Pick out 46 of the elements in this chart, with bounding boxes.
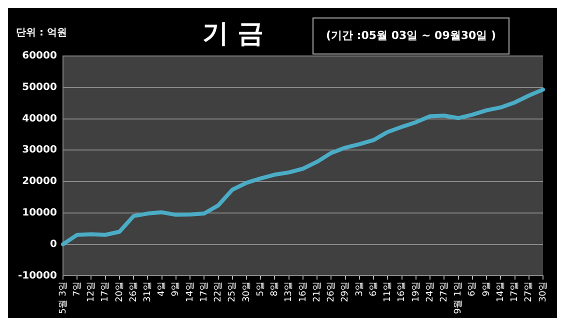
x-tick-label: 6일 <box>468 282 478 296</box>
x-tick-label: 16일 <box>397 282 408 302</box>
x-tick-label: 24일 <box>425 282 436 302</box>
x-tick-label: 17일 <box>510 282 520 302</box>
x-tick-label: 20일 <box>114 282 125 302</box>
x-tick-label: 30일 <box>242 282 252 302</box>
x-tick-label: 4일 <box>157 282 168 296</box>
y-tick-label: 20000 <box>22 176 57 188</box>
x-tick-label: 3일 <box>354 282 365 296</box>
x-tick-label: 5일 <box>256 282 266 296</box>
y-tick-label: 60000 <box>22 50 57 62</box>
x-tick-label: 8일 <box>270 282 280 296</box>
y-tick-label: 40000 <box>22 113 57 124</box>
x-tick-label: 12일 <box>86 282 97 302</box>
x-tick-label: 27일 <box>524 282 534 302</box>
x-tick-label: 25일 <box>228 282 238 302</box>
x-tick-label: 5월 3일 <box>58 282 68 314</box>
x-tick-label: 30일 <box>538 282 548 302</box>
x-tick-label: 11일 <box>383 282 394 302</box>
x-tick-label: 14일 <box>185 282 196 302</box>
y-tick-label: 30000 <box>22 144 57 156</box>
x-tick-label: 19일 <box>411 282 422 302</box>
x-tick-label: 13일 <box>284 282 294 302</box>
x-tick-label: 9월 1일 <box>454 282 464 314</box>
x-tick-label: 16일 <box>298 282 308 302</box>
x-tick-label: 27일 <box>440 282 450 302</box>
x-tick-label: 17일 <box>199 282 210 302</box>
x-tick-label: 29일 <box>340 282 351 302</box>
text: (기간 :05월 03일 ~ 09월30일 ) <box>326 28 496 42</box>
x-tick-label: 22일 <box>214 282 224 302</box>
x-tick-label: 9일 <box>482 282 492 296</box>
x-tick-label: 21일 <box>312 282 322 302</box>
x-tick-label: 17일 <box>100 282 111 302</box>
y-tick-label: -10000 <box>18 270 57 282</box>
x-tick-label: 26일 <box>326 282 337 302</box>
text: 단위 : 억원 <box>16 28 67 39</box>
chart-title: 기 금 <box>202 18 264 49</box>
x-tick-label: 9일 <box>171 282 182 296</box>
x-tick-label: 14일 <box>496 282 506 302</box>
y-tick-label: 10000 <box>22 208 57 219</box>
y-tick-label: 50000 <box>22 82 57 93</box>
y-tick-label: 0 <box>50 238 57 250</box>
x-tick-label: 26일 <box>128 282 139 302</box>
x-tick-label: 6일 <box>368 282 379 296</box>
x-tick-label: 7일 <box>72 282 82 296</box>
x-tick-label: 31일 <box>143 282 153 302</box>
